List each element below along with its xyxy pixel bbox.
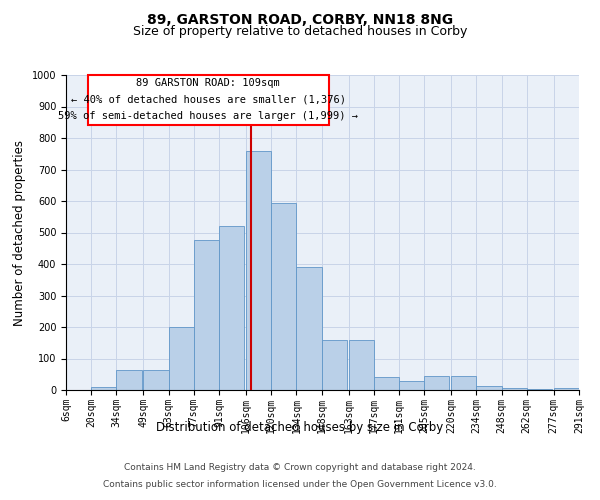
Bar xyxy=(527,389,552,390)
Bar xyxy=(271,202,296,390)
Bar xyxy=(451,376,476,390)
Text: Contains HM Land Registry data © Crown copyright and database right 2024.: Contains HM Land Registry data © Crown c… xyxy=(124,464,476,472)
Bar xyxy=(194,240,219,390)
Bar xyxy=(374,378,399,390)
Bar xyxy=(143,370,169,390)
Bar xyxy=(296,267,322,390)
Bar xyxy=(554,388,579,390)
Y-axis label: Number of detached properties: Number of detached properties xyxy=(13,140,26,326)
FancyBboxPatch shape xyxy=(88,75,329,126)
Text: Size of property relative to detached houses in Corby: Size of property relative to detached ho… xyxy=(133,25,467,38)
Text: Distribution of detached houses by size in Corby: Distribution of detached houses by size … xyxy=(157,421,443,434)
Bar xyxy=(91,387,116,390)
Bar xyxy=(322,340,347,390)
Bar xyxy=(399,381,424,390)
Bar xyxy=(476,386,502,390)
Bar xyxy=(219,226,244,390)
Bar xyxy=(246,150,271,390)
Text: 89 GARSTON ROAD: 109sqm: 89 GARSTON ROAD: 109sqm xyxy=(136,78,280,88)
Text: 89, GARSTON ROAD, CORBY, NN18 8NG: 89, GARSTON ROAD, CORBY, NN18 8NG xyxy=(147,12,453,26)
Text: ← 40% of detached houses are smaller (1,376): ← 40% of detached houses are smaller (1,… xyxy=(71,94,346,104)
Bar xyxy=(116,370,142,390)
Bar xyxy=(349,340,374,390)
Bar xyxy=(169,327,194,390)
Text: 59% of semi-detached houses are larger (1,999) →: 59% of semi-detached houses are larger (… xyxy=(58,112,358,122)
Text: Contains public sector information licensed under the Open Government Licence v3: Contains public sector information licen… xyxy=(103,480,497,489)
Bar xyxy=(502,388,527,390)
Bar xyxy=(424,376,449,390)
